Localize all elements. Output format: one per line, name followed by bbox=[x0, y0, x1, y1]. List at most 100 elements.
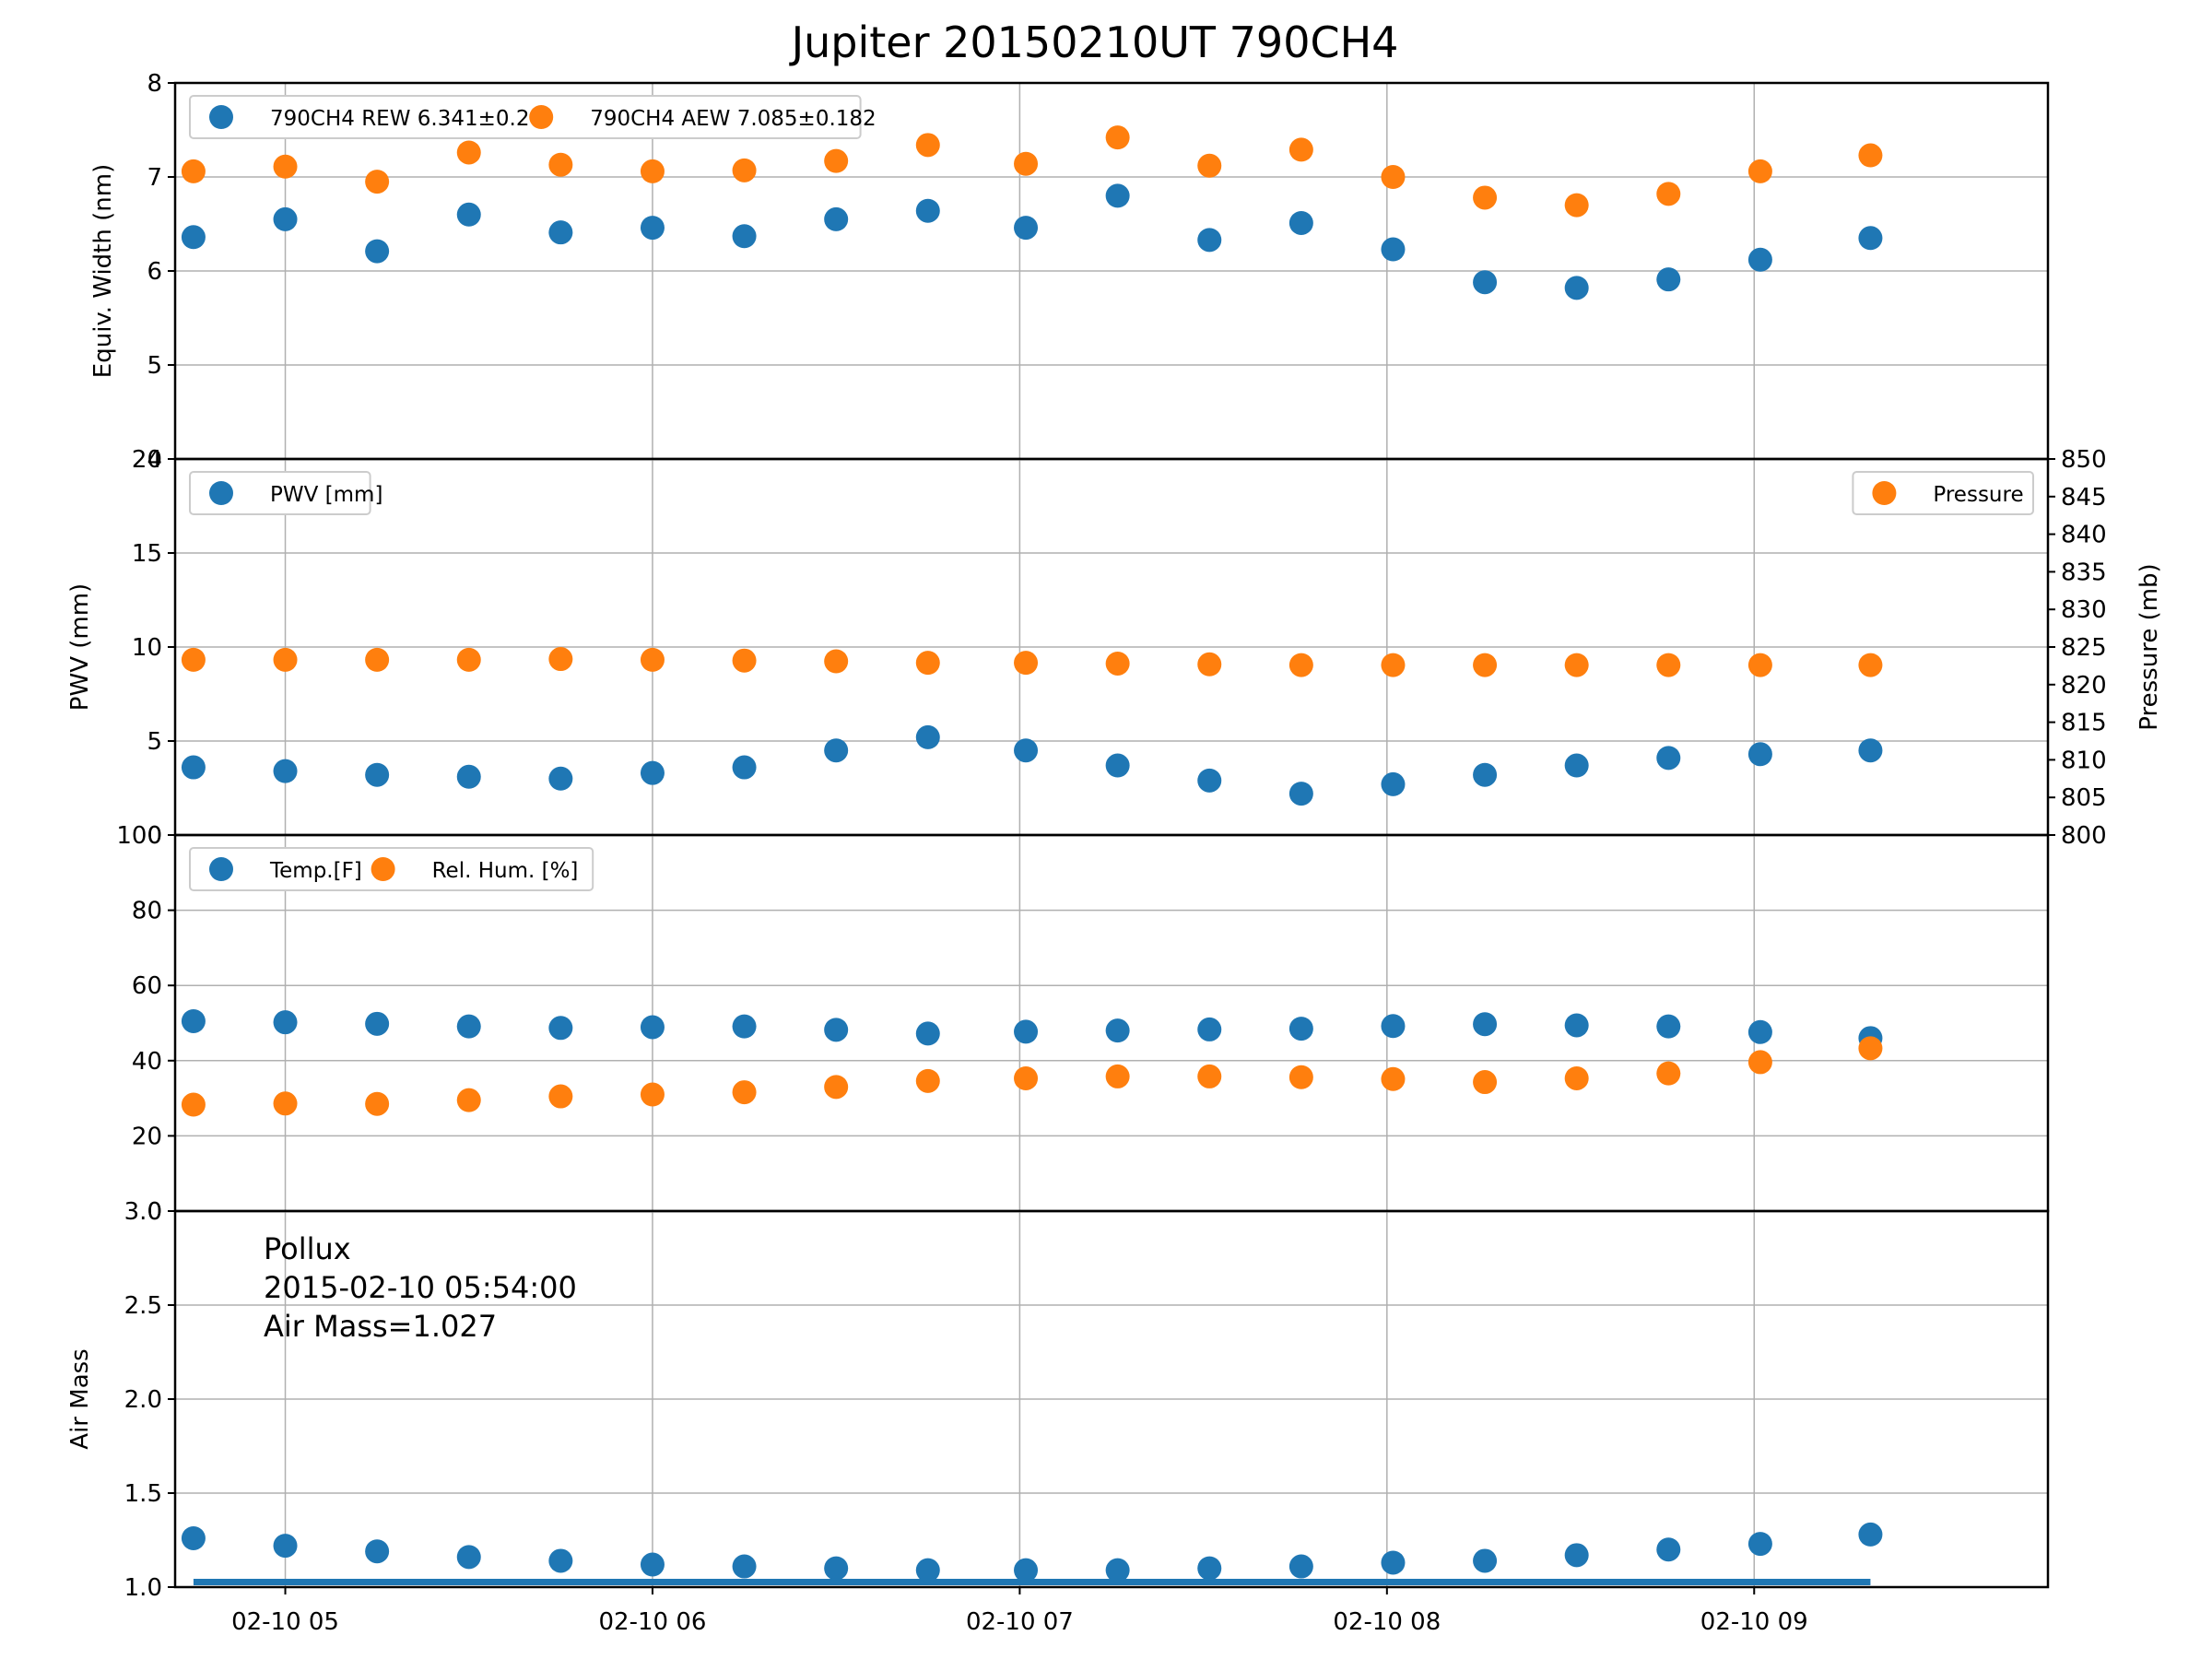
legend: Pressure bbox=[1852, 471, 2035, 515]
data-point bbox=[1288, 1065, 1313, 1089]
data-point bbox=[640, 760, 665, 785]
y-tick-label: 40 bbox=[132, 1048, 162, 1076]
data-point bbox=[1381, 165, 1406, 189]
x-tick-label: 02-10 07 bbox=[966, 1608, 1074, 1636]
data-point bbox=[1381, 1014, 1406, 1039]
legend-label: 790CH4 REW 6.341±0.26 bbox=[270, 107, 543, 131]
data-point bbox=[1473, 762, 1498, 787]
y2-tick-label: 805 bbox=[2061, 784, 2107, 812]
panel-1: 4 5 6 7 8 Equiv. Width (nm) 790CH4 REW 6.341±0… bbox=[89, 70, 2050, 474]
legend-label: Pressure bbox=[1933, 483, 2023, 507]
y-tick-label: 1.5 bbox=[124, 1480, 162, 1508]
y2-tick-label: 845 bbox=[2061, 484, 2107, 512]
data-point bbox=[1473, 1012, 1498, 1037]
legend-marker bbox=[371, 857, 395, 881]
data-point bbox=[915, 133, 940, 158]
data-point bbox=[640, 159, 665, 183]
data-point bbox=[456, 1545, 481, 1570]
data-point bbox=[824, 206, 849, 231]
data-point bbox=[181, 159, 206, 183]
data-point bbox=[273, 759, 298, 783]
y-tick-label: 8 bbox=[147, 70, 162, 98]
data-point bbox=[1381, 771, 1406, 796]
annotation-text: Pollux bbox=[264, 1231, 351, 1266]
data-point bbox=[915, 1068, 940, 1093]
data-point bbox=[824, 1018, 849, 1042]
y-axis-label: PWV (mm) bbox=[66, 583, 94, 711]
data-point bbox=[1747, 1019, 1772, 1044]
data-point bbox=[273, 1534, 298, 1559]
y2-tick-label: 830 bbox=[2061, 596, 2107, 624]
data-point bbox=[1014, 216, 1039, 241]
y2-tick-label: 800 bbox=[2061, 822, 2107, 850]
data-point bbox=[456, 764, 481, 789]
y2-tick-label: 850 bbox=[2061, 446, 2107, 474]
legend-marker bbox=[209, 105, 233, 129]
data-point bbox=[273, 647, 298, 672]
data-point bbox=[456, 202, 481, 227]
y-axis-label: Air Mass bbox=[66, 1348, 94, 1449]
data-point bbox=[548, 220, 573, 245]
legend: Temp.[F] Rel. Hum. [%] bbox=[189, 847, 594, 891]
data-point bbox=[1288, 210, 1313, 235]
data-point bbox=[640, 1552, 665, 1577]
data-point bbox=[732, 1014, 757, 1039]
data-point bbox=[1473, 270, 1498, 295]
data-point bbox=[1564, 276, 1589, 300]
data-point bbox=[640, 1015, 665, 1040]
data-point bbox=[365, 170, 390, 194]
data-point bbox=[1197, 1064, 1222, 1088]
data-point bbox=[273, 1010, 298, 1035]
data-point bbox=[548, 1548, 573, 1573]
data-point bbox=[365, 239, 390, 264]
y2-tick-label: 840 bbox=[2061, 522, 2107, 549]
data-point bbox=[1288, 653, 1313, 677]
data-point bbox=[1105, 651, 1130, 676]
data-point bbox=[1288, 782, 1313, 806]
data-point bbox=[1197, 153, 1222, 178]
data-point bbox=[824, 1075, 849, 1100]
x-tick-label: 02-10 09 bbox=[1700, 1608, 1808, 1636]
data-point bbox=[1564, 1013, 1589, 1038]
panels: 4 5 6 7 8 Equiv. Width (nm) 790CH4 REW 6.341±0… bbox=[66, 70, 2163, 1636]
y-tick-label: 7 bbox=[147, 164, 162, 192]
data-point bbox=[365, 647, 390, 672]
data-point bbox=[365, 1091, 390, 1116]
data-point bbox=[915, 651, 940, 676]
data-point bbox=[1747, 653, 1772, 677]
data-point bbox=[1858, 1522, 1883, 1547]
data-point bbox=[1197, 1556, 1222, 1581]
data-point bbox=[181, 1008, 206, 1033]
data-point bbox=[1197, 652, 1222, 677]
data-point bbox=[1105, 1558, 1130, 1583]
x-tick-label: 02-10 08 bbox=[1333, 1608, 1441, 1636]
data-point bbox=[548, 1016, 573, 1041]
data-point bbox=[1473, 1070, 1498, 1095]
data-point bbox=[365, 1539, 390, 1564]
data-point bbox=[365, 762, 390, 787]
y-tick-label: 5 bbox=[147, 728, 162, 756]
y-tick-label: 20 bbox=[132, 446, 162, 474]
data-point bbox=[915, 724, 940, 749]
data-point bbox=[640, 1082, 665, 1107]
data-point bbox=[548, 152, 573, 177]
data-point bbox=[732, 648, 757, 673]
axes-frame bbox=[173, 1209, 2050, 1589]
data-point bbox=[1105, 1064, 1130, 1088]
data-point bbox=[181, 647, 206, 672]
y-tick-label: 5 bbox=[147, 352, 162, 380]
data-point bbox=[181, 225, 206, 250]
data-point bbox=[1747, 1532, 1772, 1557]
y-tick-label: 6 bbox=[147, 258, 162, 286]
data-point bbox=[915, 198, 940, 223]
data-point bbox=[548, 766, 573, 791]
data-point bbox=[181, 1092, 206, 1117]
data-point bbox=[273, 1091, 298, 1116]
data-point bbox=[1656, 1014, 1681, 1039]
x-tick-label: 02-10 05 bbox=[231, 1608, 339, 1636]
annotation-text: Air Mass=1.027 bbox=[264, 1309, 497, 1344]
data-point bbox=[1381, 1066, 1406, 1091]
data-point bbox=[1288, 137, 1313, 162]
legend-marker bbox=[209, 857, 233, 881]
data-point bbox=[1197, 228, 1222, 253]
